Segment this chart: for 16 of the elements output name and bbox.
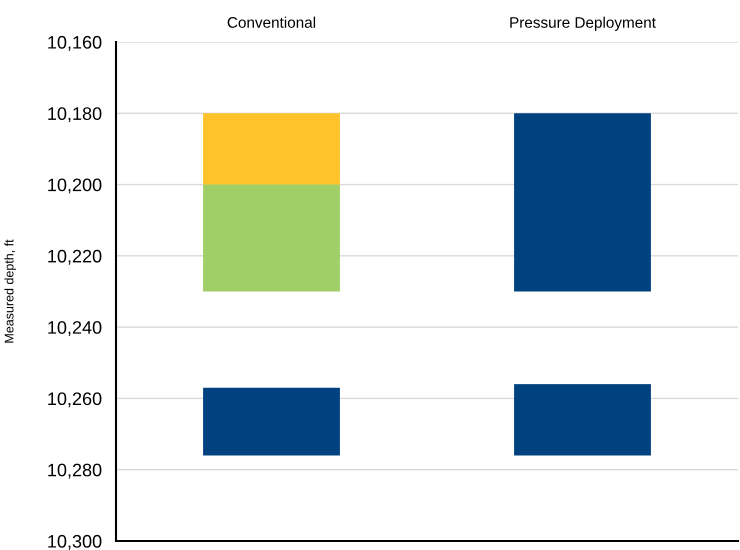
y-tick-label: 10,180 bbox=[48, 107, 102, 122]
bar bbox=[203, 388, 340, 456]
x-tick-label: Pressure Deployment bbox=[510, 16, 656, 31]
bar bbox=[203, 113, 340, 185]
y-tick-label: 10,280 bbox=[48, 464, 102, 479]
y-tick-label: 10,240 bbox=[48, 321, 102, 336]
x-tick-label: Conventional bbox=[228, 16, 316, 28]
bar bbox=[514, 384, 651, 456]
y-tick-label: 10,260 bbox=[48, 392, 102, 408]
y-tick-label: 10,160 bbox=[48, 36, 102, 51]
y-tick-label: 10,200 bbox=[48, 178, 102, 194]
bar bbox=[514, 113, 651, 292]
y-axis-title: Measured depth, ft bbox=[4, 239, 16, 343]
bar bbox=[203, 184, 340, 292]
y-tick-label: 10,220 bbox=[48, 250, 102, 265]
y-tick-label: 10,300 bbox=[48, 534, 102, 550]
